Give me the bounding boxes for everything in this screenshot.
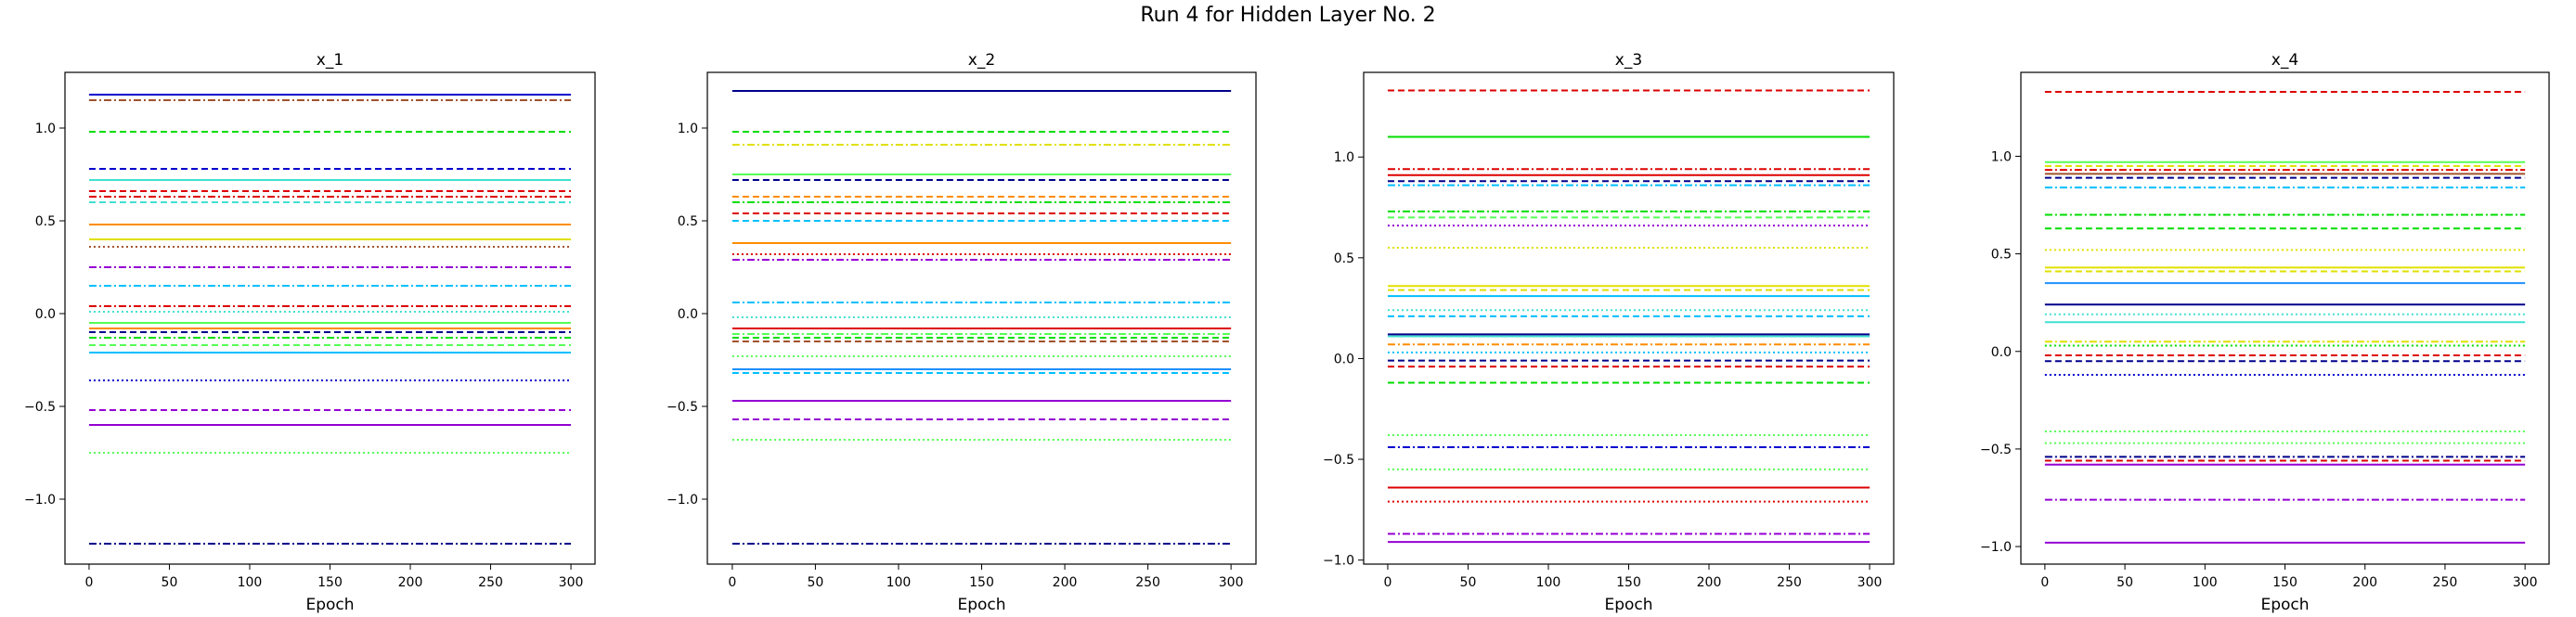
x-tick-label: 0 bbox=[84, 575, 93, 590]
y-tick-label: 0.5 bbox=[35, 214, 56, 229]
axes-frame bbox=[2020, 71, 2550, 565]
y-tick-label: 1.0 bbox=[35, 122, 56, 136]
x-tick-label: 250 bbox=[1135, 575, 1160, 590]
panel-title: x_1 bbox=[317, 51, 343, 70]
y-tick-label: 1.0 bbox=[678, 122, 698, 136]
chart-panel-1: 0 50 100 150 200 250 300 −1.0 −0.5 0.0 0.5 1.0 x_1 Ep… bbox=[24, 51, 596, 614]
y-tick-label: −0.5 bbox=[24, 400, 56, 415]
x-tick-label: 300 bbox=[2513, 575, 2538, 590]
x-tick-label: 200 bbox=[2352, 575, 2377, 590]
x-tick-label: 300 bbox=[559, 575, 584, 590]
x-tick-label: 250 bbox=[2433, 575, 2458, 590]
x-tick-label: 150 bbox=[1616, 575, 1641, 590]
y-tick-label: 0.5 bbox=[1991, 248, 2012, 263]
x-tick-label: 50 bbox=[807, 575, 823, 590]
x-tick-label: 50 bbox=[162, 575, 178, 590]
y-tick-label: −0.5 bbox=[1323, 453, 1354, 468]
x-tick-label: 0 bbox=[728, 575, 736, 590]
x-axis-label: Epoch bbox=[2260, 596, 2309, 614]
chart-panel-2: 0 50 100 150 200 250 300 −1.0 −0.5 0.0 0.5 1.0 x_2 Ep… bbox=[667, 51, 1257, 614]
x-tick-label: 250 bbox=[1777, 575, 1802, 590]
y-tick-label: 0.0 bbox=[678, 307, 698, 322]
panel-title: x_2 bbox=[968, 51, 995, 70]
x-tick-label: 100 bbox=[238, 575, 263, 590]
y-tick-label: −0.5 bbox=[1980, 443, 2012, 457]
axes-frame bbox=[64, 71, 596, 565]
x-tick-label: 0 bbox=[2040, 575, 2049, 590]
x-tick-label: 150 bbox=[969, 575, 994, 590]
y-tick-label: 1.0 bbox=[1991, 149, 2012, 164]
y-tick-label: 0.0 bbox=[1334, 352, 1354, 366]
panel-title: x_3 bbox=[1615, 51, 1642, 70]
y-tick-label: −1.0 bbox=[667, 493, 698, 508]
x-tick-label: 100 bbox=[2193, 575, 2218, 590]
panel-title: x_4 bbox=[2272, 51, 2298, 70]
x-axis-label: Epoch bbox=[305, 596, 354, 614]
x-tick-label: 300 bbox=[1219, 575, 1244, 590]
x-tick-label: 100 bbox=[887, 575, 912, 590]
axes-frame bbox=[1363, 71, 1895, 565]
y-tick-label: −0.5 bbox=[667, 400, 698, 415]
x-tick-label: 50 bbox=[1460, 575, 1477, 590]
x-tick-label: 200 bbox=[1697, 575, 1722, 590]
x-tick-label: 200 bbox=[1053, 575, 1078, 590]
x-tick-label: 100 bbox=[1536, 575, 1561, 590]
y-tick-label: −1.0 bbox=[1980, 540, 2012, 555]
y-tick-label: −1.0 bbox=[24, 493, 56, 508]
chart-panel-3: 0 50 100 150 200 250 300 −1.0 −0.5 0.0 0.5 1.0 x_3 Ep… bbox=[1323, 51, 1895, 614]
x-axis-label: Epoch bbox=[957, 596, 1005, 614]
x-tick-label: 200 bbox=[398, 575, 423, 590]
figure-title: Run 4 for Hidden Layer No. 2 bbox=[1140, 4, 1436, 27]
x-tick-label: 50 bbox=[2116, 575, 2133, 590]
x-tick-label: 0 bbox=[1383, 575, 1392, 590]
y-tick-label: −1.0 bbox=[1323, 554, 1354, 569]
y-tick-label: 0.5 bbox=[1334, 251, 1354, 266]
y-tick-label: 1.0 bbox=[1334, 150, 1354, 165]
y-tick-label: 0.5 bbox=[678, 214, 698, 229]
x-tick-label: 150 bbox=[2272, 575, 2298, 590]
x-tick-label: 150 bbox=[317, 575, 343, 590]
x-axis-label: Epoch bbox=[1604, 596, 1652, 614]
y-tick-label: 0.0 bbox=[1991, 345, 2012, 360]
x-tick-label: 250 bbox=[478, 575, 503, 590]
x-tick-label: 300 bbox=[1858, 575, 1883, 590]
y-tick-label: 0.0 bbox=[35, 307, 56, 322]
chart-panel-4: 0 50 100 150 200 250 300 −1.0 −0.5 0.0 0.5 1.0 x_4 Ep… bbox=[1980, 51, 2550, 614]
